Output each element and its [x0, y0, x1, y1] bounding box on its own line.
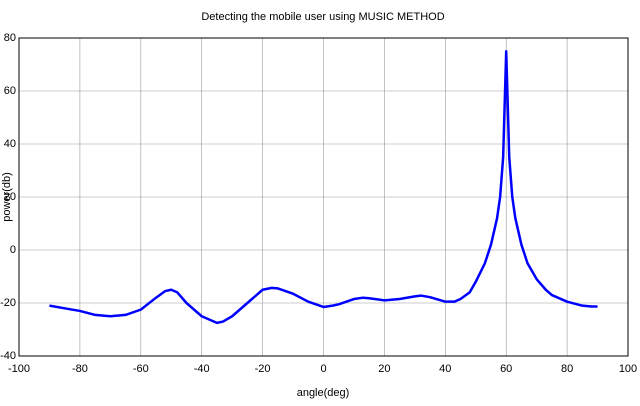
y-axis-label: power(db) [1, 172, 13, 222]
x-tick-label: 100 [619, 363, 637, 375]
x-tick-label: -100 [8, 363, 30, 375]
chart-title: Detecting the mobile user using MUSIC ME… [201, 11, 444, 23]
y-tick-label: 20 [4, 191, 16, 203]
y-tick-label: -20 [0, 297, 16, 309]
x-tick-label: 0 [320, 363, 326, 375]
x-tick-label: -20 [255, 363, 271, 375]
x-tick-label: 40 [439, 363, 451, 375]
x-tick-label: 20 [378, 363, 390, 375]
y-tick-label: 60 [4, 85, 16, 97]
y-tick-label: 0 [10, 244, 16, 256]
x-tick-label: -60 [133, 363, 149, 375]
x-tick-label: -80 [72, 363, 88, 375]
y-tick-label: -40 [0, 350, 16, 362]
plot-frame [18, 37, 629, 357]
y-tick-label: 40 [4, 138, 16, 150]
x-tick-label: 60 [500, 363, 512, 375]
x-axis-label: angle(deg) [297, 387, 350, 399]
x-tick-label: 80 [561, 363, 573, 375]
x-tick-label: -40 [194, 363, 210, 375]
data-line [49, 50, 598, 325]
y-tick-label: 80 [4, 32, 16, 44]
